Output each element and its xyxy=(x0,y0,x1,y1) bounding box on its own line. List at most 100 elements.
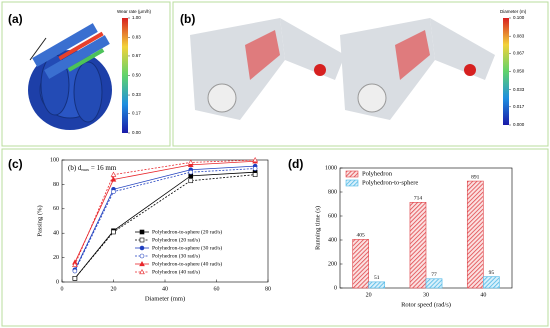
x-tick-label: 40 xyxy=(162,286,168,292)
panel-label: (d) xyxy=(288,157,303,171)
legend-label: Polyhedron-to-sphere (30 rad/s) xyxy=(152,244,222,251)
legend-swatch xyxy=(345,179,359,187)
annotation-sub: max xyxy=(81,167,89,172)
legend-marker xyxy=(139,245,145,251)
colorbar-tick-label: 1.00 xyxy=(132,15,141,20)
value-label: 714 xyxy=(414,196,423,202)
render-b xyxy=(190,18,495,120)
annotation-rest: = 16 mm xyxy=(89,164,117,172)
marker xyxy=(187,161,194,167)
colorbar-title: Diameter (m) xyxy=(500,9,527,14)
value-label: 77 xyxy=(431,272,437,278)
marker xyxy=(111,229,116,235)
x-axis-label: Diameter (mm) xyxy=(145,295,185,302)
marker xyxy=(110,176,117,182)
y-tick-label: 100 xyxy=(50,157,59,163)
y-tick-label: 0 xyxy=(334,285,337,291)
colorbar-tick-label: 0.050 xyxy=(513,69,525,74)
x-tick-label: 40 xyxy=(480,292,486,298)
bar xyxy=(483,276,500,289)
bar xyxy=(425,278,443,289)
legend-marker xyxy=(139,229,145,235)
y-tick-label: 0 xyxy=(56,279,59,285)
colorbar-tick-label: 0.100 xyxy=(513,15,525,20)
colorbar-title: Wear rate (μm/h) xyxy=(117,9,152,14)
bar xyxy=(409,202,427,289)
colorbar-tick-label: 0.000 xyxy=(513,122,525,127)
marker xyxy=(72,276,78,281)
colorbar-tick-label: 0.017 xyxy=(513,104,525,109)
series-line xyxy=(74,159,256,266)
value-label: 405 xyxy=(357,233,366,239)
y-tick-label: 80 xyxy=(53,182,59,188)
x-axis-label: Rotor speed (rad/s) xyxy=(401,301,451,308)
y-tick-label: 60 xyxy=(53,206,59,212)
panel-border xyxy=(1,148,549,327)
y-tick-label: 1000 xyxy=(325,165,337,171)
marker xyxy=(252,172,258,177)
bar xyxy=(466,180,484,289)
legend-marker xyxy=(139,237,145,243)
series-line xyxy=(74,174,256,279)
colorbar-tick-label: 0.033 xyxy=(513,87,525,92)
colorbar-tick-label: 0.67 xyxy=(132,53,141,58)
x-tick-label: 30 xyxy=(423,292,429,298)
panel-border xyxy=(1,1,171,147)
y-tick-label: 600 xyxy=(328,213,337,219)
x-tick-label: 0 xyxy=(61,286,64,292)
colorbar-tick-label: 0.067 xyxy=(513,50,525,55)
annotation-text: (b) d xyxy=(68,164,82,172)
marker xyxy=(188,169,194,175)
legend-label: Polyhedron-to-sphere (20 rad/s) xyxy=(152,228,222,235)
legend-marker xyxy=(139,260,145,267)
colorbar xyxy=(503,18,509,125)
y-tick-label: 20 xyxy=(53,255,59,261)
value-label: 95 xyxy=(489,270,495,276)
marker xyxy=(252,156,258,163)
legend-label: Polyhedron-to-sphere (40 rad/s) xyxy=(152,260,222,267)
y-tick-label: 400 xyxy=(328,237,337,243)
x-tick-label: 60 xyxy=(214,286,220,292)
legend-label: Polyhedron-to-sphere xyxy=(362,179,418,186)
series-line xyxy=(74,160,256,263)
annotation: (b) dmax = 16 mm xyxy=(68,164,117,172)
panel-label: (a) xyxy=(8,12,23,26)
legend-marker xyxy=(139,253,145,259)
y-axis-label: Running time (s) xyxy=(314,206,321,250)
colorbar-tick-label: 0.50 xyxy=(132,73,141,78)
legend-label: Polyhedron (30 rad/s) xyxy=(152,252,200,259)
x-tick-label: 20 xyxy=(366,292,372,298)
panel-label: (c) xyxy=(8,157,23,171)
marker xyxy=(110,171,117,177)
panel-label: (b) xyxy=(180,12,195,26)
colorbar-tick-label: 0.33 xyxy=(132,92,141,97)
value-label: 51 xyxy=(374,275,380,281)
legend-swatch xyxy=(345,170,359,178)
x-tick-label: 20 xyxy=(111,286,117,292)
y-tick-label: 200 xyxy=(328,261,337,267)
marker xyxy=(252,166,258,171)
x-tick-label: 80 xyxy=(265,286,271,292)
colorbar-tick-label: 0.83 xyxy=(132,35,141,40)
bar xyxy=(352,239,369,289)
y-tick-label: 40 xyxy=(53,231,59,237)
series-line xyxy=(74,165,256,270)
legend-label: Polyhedron xyxy=(362,170,393,177)
value-label: 891 xyxy=(471,174,480,180)
bar xyxy=(368,281,386,289)
y-tick-label: 800 xyxy=(328,189,337,195)
legend-label: Polyhedron (40 rad/s) xyxy=(152,268,200,275)
marker xyxy=(187,159,194,165)
legend-marker xyxy=(139,268,145,275)
colorbar-tick-label: 0.17 xyxy=(132,111,141,116)
marker xyxy=(72,268,78,274)
colorbar-tick-label: 0.083 xyxy=(513,33,525,38)
series-line xyxy=(74,171,256,279)
marker xyxy=(111,189,116,195)
marker xyxy=(72,261,78,268)
marker xyxy=(188,178,194,184)
y-axis-label: Passing (%) xyxy=(36,205,43,236)
legend-label: Polyhedron (20 rad/s) xyxy=(152,236,200,243)
